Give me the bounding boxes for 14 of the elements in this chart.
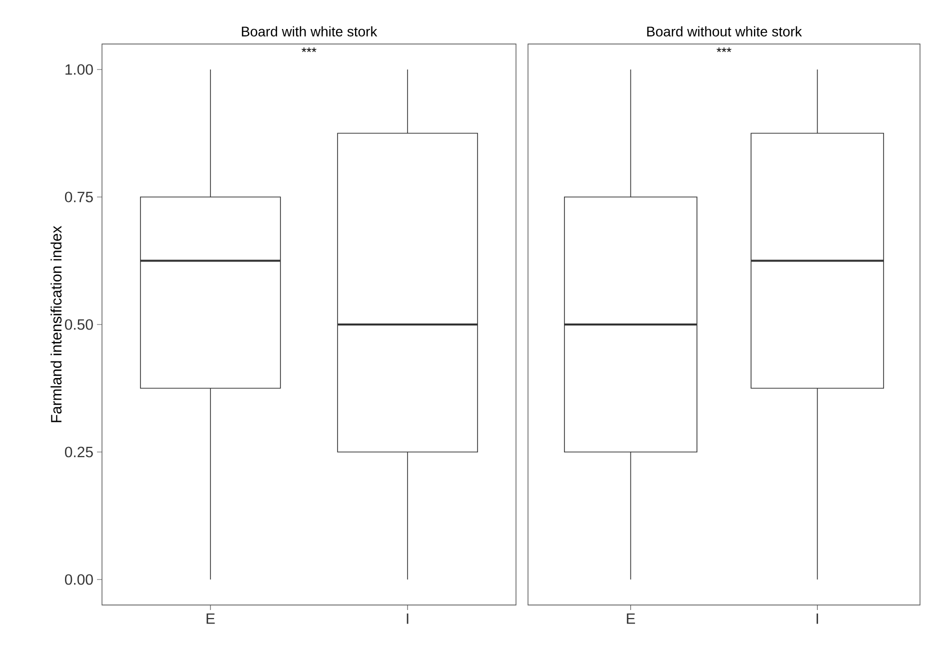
y-tick-label: 0.50 <box>64 319 93 330</box>
y-tick-label: 0.75 <box>64 192 93 202</box>
x-tick-label: I <box>816 614 818 624</box>
y-axis-title: Farmland intensification index <box>50 226 62 422</box>
x-tick-label: E <box>626 614 636 624</box>
annotation: *** <box>302 48 316 52</box>
x-tick-label: E <box>206 614 215 624</box>
y-tick-label: 1.00 <box>66 64 93 75</box>
y-tick-label: 0.00 <box>64 574 93 585</box>
y-tick-label: 0.25 <box>64 446 93 458</box>
annotation: *** <box>716 48 732 52</box>
chart-title: Board with white stork <box>242 26 378 36</box>
chart-title: Board without white stork <box>647 26 802 36</box>
x-tick-label: I <box>406 614 408 624</box>
